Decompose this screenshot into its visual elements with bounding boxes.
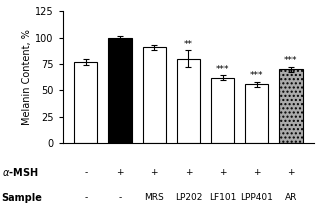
Bar (143, 47, 166, 143)
Text: -: - (84, 193, 88, 202)
Text: -: - (84, 168, 88, 177)
Bar (74, 62, 98, 143)
Bar (279, 69, 303, 143)
Bar (245, 84, 268, 143)
Text: +: + (150, 168, 158, 177)
Text: ***: *** (216, 65, 229, 74)
Text: MRS: MRS (144, 193, 164, 202)
Bar (109, 38, 132, 143)
Text: Sample: Sample (2, 192, 43, 203)
Text: ***: *** (250, 71, 263, 80)
Text: LF101: LF101 (209, 193, 236, 202)
Text: ***: *** (284, 56, 298, 65)
Text: LPP401: LPP401 (240, 193, 273, 202)
Text: +: + (116, 168, 124, 177)
Text: $\alpha$-MSH: $\alpha$-MSH (2, 166, 38, 178)
Bar (211, 78, 234, 143)
Text: +: + (219, 168, 226, 177)
Y-axis label: Melanin Content, %: Melanin Content, % (22, 29, 32, 125)
Text: -: - (118, 193, 122, 202)
Bar (177, 59, 200, 143)
Text: +: + (185, 168, 192, 177)
Text: +: + (253, 168, 260, 177)
Text: LP202: LP202 (175, 193, 202, 202)
Text: AR: AR (285, 193, 297, 202)
Text: **: ** (184, 40, 193, 49)
Text: +: + (287, 168, 295, 177)
